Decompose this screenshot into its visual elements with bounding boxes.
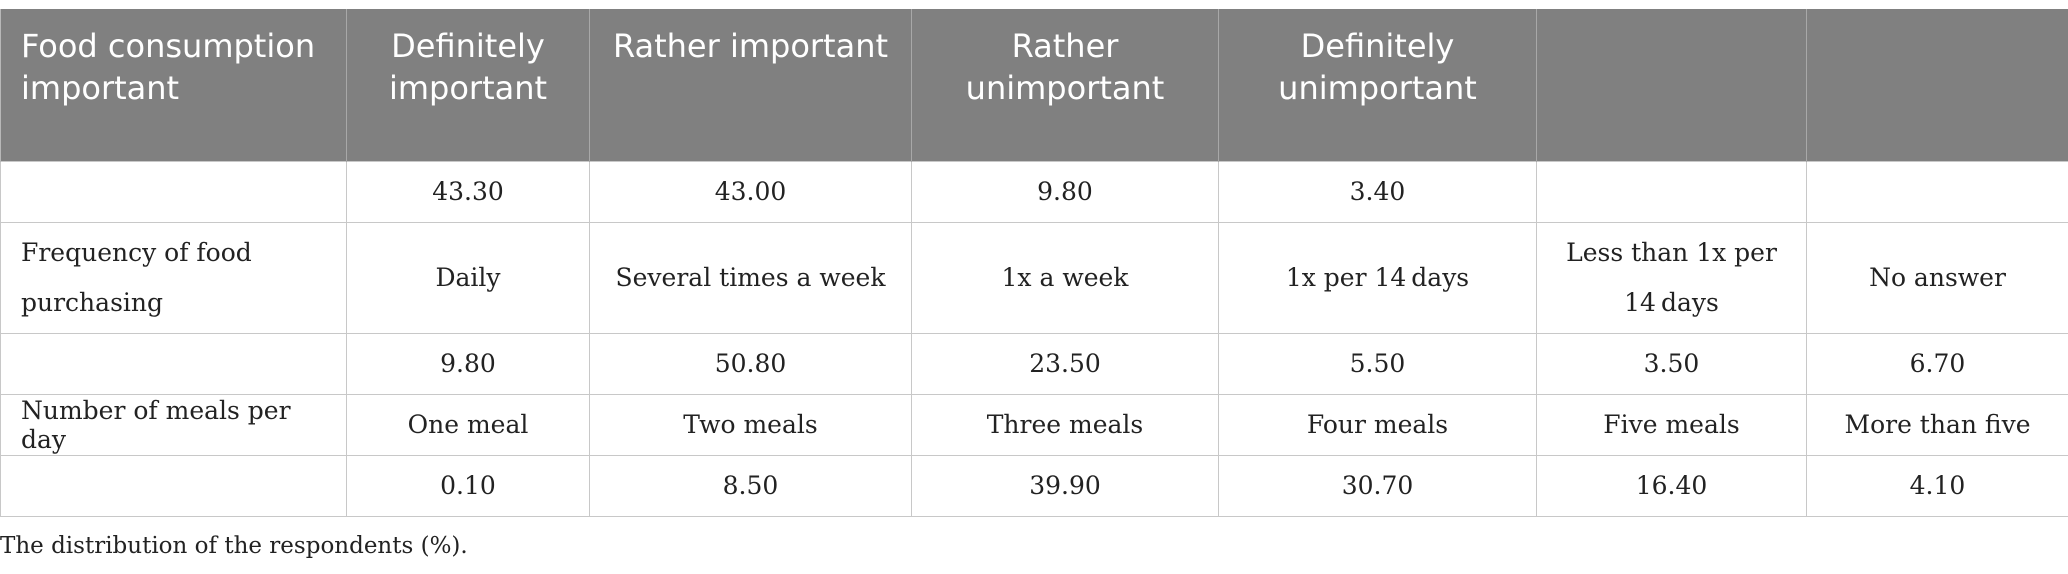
table-header-row: Food consumption important Definitely im… <box>0 9 2068 161</box>
table-cell: Four meals <box>1218 393 1537 456</box>
table-cell-row-label: Number of meals per day <box>0 393 347 456</box>
table-cell <box>1536 160 1807 223</box>
table-row-importance-values: 43.30 43.00 9.80 3.40 <box>0 160 2068 223</box>
table-cell: More than five <box>1806 393 2068 456</box>
header-cell-rather-important: Rather important <box>589 9 912 161</box>
header-cell-rather-unimportant: Rather unimportant <box>911 9 1219 161</box>
table-cell: Two meals <box>589 393 912 456</box>
table-cell: Several times a week <box>589 221 912 334</box>
table-cell <box>0 454 347 517</box>
header-cell-empty-6 <box>1536 9 1807 161</box>
header-cell-definitely-unimportant: Definitely unimportant <box>1218 9 1537 161</box>
table-cell: 43.30 <box>346 160 590 223</box>
table-cell: 50.80 <box>589 332 912 395</box>
table-cell-row-label: Frequency of food purchasing <box>0 221 347 334</box>
table-cell <box>0 160 347 223</box>
table-row-purchasing-frequency: Frequency of food purchasing Daily Sever… <box>0 221 2068 334</box>
table-row-meals-values: 0.10 8.50 39.90 30.70 16.40 4.10 <box>0 454 2068 517</box>
header-cell-category: Food consumption important <box>0 9 347 161</box>
table-cell: 4.10 <box>1806 454 2068 517</box>
table-cell: 3.40 <box>1218 160 1537 223</box>
table-cell: 39.90 <box>911 454 1219 517</box>
table-cell: 43.00 <box>589 160 912 223</box>
table-footnote: The distribution of the respondents (%). <box>0 533 468 559</box>
table-cell: Five meals <box>1536 393 1807 456</box>
table-cell: 3.50 <box>1536 332 1807 395</box>
table-cell <box>0 332 347 395</box>
table-row-purchasing-values: 9.80 50.80 23.50 5.50 3.50 6.70 <box>0 332 2068 395</box>
table-cell: 9.80 <box>911 160 1219 223</box>
table-cell <box>1806 160 2068 223</box>
table-cell: 5.50 <box>1218 332 1537 395</box>
table-cell: 30.70 <box>1218 454 1537 517</box>
table-cell: 16.40 <box>1536 454 1807 517</box>
table-row-meals-per-day: Number of meals per day One meal Two mea… <box>0 393 2068 456</box>
data-table: Food consumption important Definitely im… <box>0 9 2068 517</box>
table-cell: 1x a week <box>911 221 1219 334</box>
table-cell: 1x per 14 days <box>1218 221 1537 334</box>
table-cell: 9.80 <box>346 332 590 395</box>
table-cell: No answer <box>1806 221 2068 334</box>
table-cell: Less than 1x per 14 days <box>1536 221 1807 334</box>
table-cell: 23.50 <box>911 332 1219 395</box>
table-cell: 0.10 <box>346 454 590 517</box>
header-cell-empty-7 <box>1806 9 2068 161</box>
table-cell: 6.70 <box>1806 332 2068 395</box>
header-cell-definitely-important: Definitely important <box>346 9 590 161</box>
table-cell: 8.50 <box>589 454 912 517</box>
table-cell: One meal <box>346 393 590 456</box>
table-cell: Daily <box>346 221 590 334</box>
table-cell: Three meals <box>911 393 1219 456</box>
